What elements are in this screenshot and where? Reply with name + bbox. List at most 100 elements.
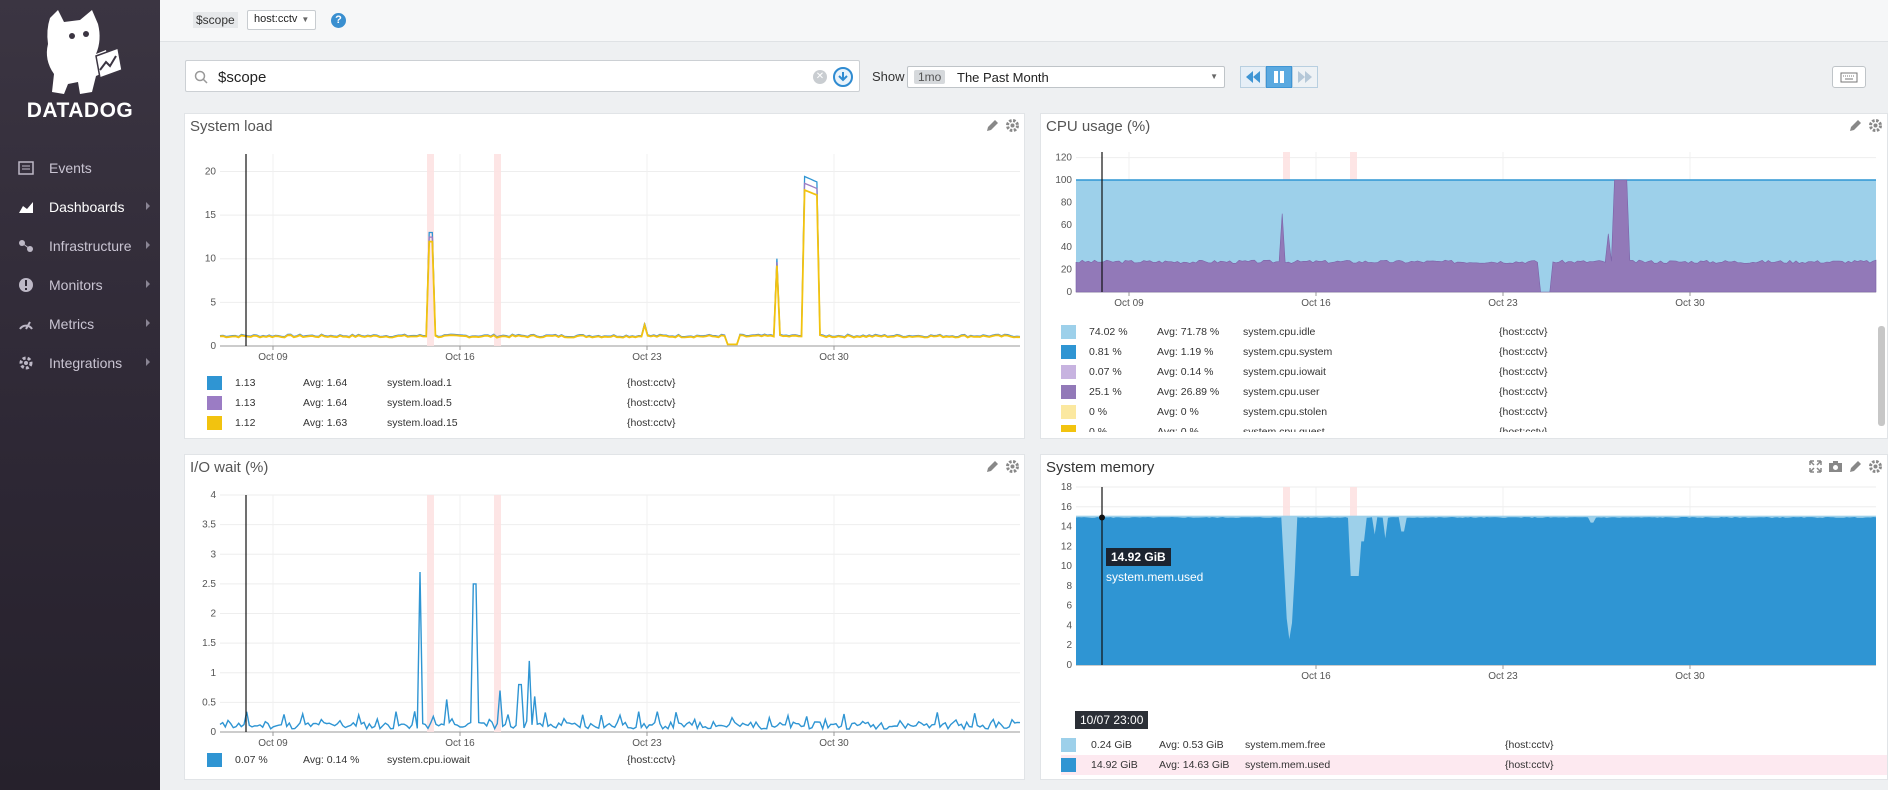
event-marker	[427, 154, 434, 346]
legend-swatch	[1061, 405, 1076, 419]
legend-avg: Avg: 1.63	[303, 417, 348, 429]
save-view-icon[interactable]	[833, 67, 853, 87]
gear-icon[interactable]	[1868, 459, 1883, 474]
sidebar-item-dashboards[interactable]: Dashboards	[0, 187, 160, 226]
y-tick-label: 0.5	[202, 697, 216, 708]
camera-icon[interactable]	[1828, 459, 1843, 474]
datadog-logo[interactable]: DATADOG	[0, 0, 160, 130]
legend-row[interactable]: 1.13 Avg: 1.64 system.load.1 {host:cctv}	[207, 373, 1007, 393]
gear-icon[interactable]	[1868, 118, 1883, 133]
legend-value: 0 %	[1089, 406, 1108, 418]
sidebar-item-events[interactable]: Events	[0, 148, 160, 187]
forward-button[interactable]	[1292, 66, 1318, 88]
x-tick-label: Oct 30	[819, 738, 849, 749]
legend-row[interactable]: 1.13 Avg: 1.64 system.load.5 {host:cctv}	[207, 393, 1007, 413]
x-tick-label: Oct 23	[1488, 298, 1518, 309]
system-memory-legend: 0.24 GiB Avg: 0.53 GiB system.mem.free {hos…	[1061, 735, 1887, 775]
y-tick-label: 4	[210, 490, 216, 501]
pause-button[interactable]	[1266, 66, 1292, 88]
legend-value: 0.07 %	[235, 754, 268, 766]
sidebar-item-monitors[interactable]: Monitors	[0, 265, 160, 304]
y-tick-label: 1.5	[202, 638, 216, 649]
series-line-system-load-5	[219, 182, 1021, 345]
expand-icon[interactable]	[1808, 459, 1823, 474]
legend-metric: system.mem.free	[1245, 739, 1326, 751]
io-wait-legend: 0.07 % Avg: 0.14 % system.cpu.iowait {host:…	[207, 750, 1007, 770]
y-tick-label: 18	[1061, 482, 1073, 493]
monitors-icon	[18, 277, 34, 293]
sidebar-item-metrics[interactable]: Metrics	[0, 304, 160, 343]
sidebar-item-label: Infrastructure	[49, 237, 132, 254]
legend-metric: system.cpu.system	[1243, 346, 1333, 358]
x-tick-label: Oct 16	[1301, 298, 1331, 309]
keyboard-shortcuts-button[interactable]	[1832, 66, 1866, 88]
legend-row[interactable]: 14.92 GiB Avg: 14.63 GiB system.mem.used {h…	[1061, 755, 1887, 775]
help-icon[interactable]: ?	[331, 13, 346, 28]
legend-row[interactable]: 0.24 GiB Avg: 0.53 GiB system.mem.free {hos…	[1061, 735, 1887, 755]
system-load-chart[interactable]: 20 15 10 5 0 Oct 09 Oct 16 Oct 23 Oct 30	[185, 144, 1024, 369]
legend-row[interactable]: 0 % Avg: 0 % system.cpu.guest {host:cctv}	[1061, 422, 1851, 432]
sidebar-nav: Events Dashboards Infrastructure Monitor…	[0, 148, 160, 382]
y-tick-label: 20	[205, 166, 217, 177]
legend-avg: Avg: 14.63 GiB	[1159, 759, 1230, 771]
sidebar-item-infrastructure[interactable]: Infrastructure	[0, 226, 160, 265]
chevron-right-icon	[146, 358, 150, 366]
legend-scrollbar[interactable]	[1878, 326, 1885, 426]
template-variable-bar: $scope host:cctv ▼ ?	[160, 0, 1888, 42]
time-range-badge: 1mo	[914, 70, 946, 84]
scope-variable-select[interactable]: host:cctv ▼	[247, 10, 317, 30]
legend-row[interactable]: 1.12 Avg: 1.63 system.load.15 {host:cctv}	[207, 413, 1007, 433]
legend-scope: {host:cctv}	[1499, 346, 1548, 358]
main-area: $scope host:cctv ▼ ? $scope ✕ Show 1mo Th…	[160, 0, 1888, 790]
legend-row[interactable]: 0 % Avg: 0 % system.cpu.stolen {host:cctv}	[1061, 402, 1851, 422]
legend-row[interactable]: 0.07 % Avg: 0.14 % system.cpu.iowait {host:…	[1061, 362, 1851, 382]
legend-scope: {host:cctv}	[627, 417, 676, 429]
panel-title: I/O wait (%)	[190, 459, 269, 476]
legend-metric: system.cpu.guest	[1243, 426, 1325, 432]
time-range-select[interactable]: 1mo The Past Month ▼	[907, 66, 1225, 88]
edit-icon[interactable]	[1848, 118, 1863, 133]
series-line-system-load-1	[219, 175, 1021, 345]
panel-title: System load	[190, 118, 273, 135]
legend-row[interactable]: 0.81 % Avg: 1.19 % system.cpu.system {host:…	[1061, 342, 1851, 362]
y-tick-label: 3	[210, 549, 216, 560]
legend-value: 1.13	[235, 397, 256, 409]
legend-swatch	[1061, 365, 1076, 379]
io-wait-chart[interactable]: 4 3.5 3 2.5 2 1.5 1 0.5 0 Oct 09 Oct 16 Oct 23 Oct 3…	[185, 483, 1024, 751]
system-memory-chart[interactable]: 18 16 14 12 10 8 6 4 2 0 Oct 16 Oct 23 Oct 30	[1041, 477, 1887, 682]
rewind-button[interactable]	[1240, 66, 1266, 88]
legend-row[interactable]: 0.07 % Avg: 0.14 % system.cpu.iowait {host:…	[207, 750, 1007, 770]
y-tick-label: 0	[210, 727, 216, 738]
y-tick-label: 1	[210, 668, 216, 679]
y-tick-label: 120	[1055, 153, 1072, 164]
gear-icon[interactable]	[1005, 459, 1020, 474]
y-tick-label: 10	[1061, 561, 1073, 572]
x-tick-label: Oct 09	[258, 738, 288, 749]
y-tick-label: 8	[1066, 581, 1072, 592]
x-tick-label: Oct 23	[632, 352, 662, 363]
search-input[interactable]: $scope ✕	[185, 60, 860, 92]
edit-icon[interactable]	[985, 118, 1000, 133]
x-tick-label: Oct 16	[445, 352, 475, 363]
legend-swatch	[1061, 385, 1076, 399]
x-tick-label: Oct 23	[632, 738, 662, 749]
legend-scope: {host:cctv}	[1499, 426, 1548, 432]
metrics-icon	[18, 316, 34, 332]
legend-metric: system.load.15	[387, 417, 458, 429]
legend-metric: system.cpu.iowait	[387, 754, 470, 766]
legend-row[interactable]: 25.1 % Avg: 26.89 % system.cpu.user {host:c…	[1061, 382, 1851, 402]
gear-icon[interactable]	[1005, 118, 1020, 133]
legend-swatch	[1061, 345, 1076, 359]
legend-metric: system.cpu.stolen	[1243, 406, 1328, 418]
y-tick-label: 16	[1061, 502, 1073, 513]
legend-swatch	[1061, 738, 1076, 752]
legend-value: 14.92 GiB	[1091, 759, 1138, 771]
legend-metric: system.load.5	[387, 397, 452, 409]
cpu-usage-chart[interactable]: 120 100 80 60 40 20 0 Oct 09 Oct 16 Oct 23 Oct 30	[1041, 144, 1887, 344]
edit-icon[interactable]	[1848, 459, 1863, 474]
chevron-right-icon	[146, 202, 150, 210]
legend-row[interactable]: 74.02 % Avg: 71.78 % system.cpu.idle {host:…	[1061, 322, 1851, 342]
edit-icon[interactable]	[985, 459, 1000, 474]
sidebar-item-integrations[interactable]: Integrations	[0, 343, 160, 382]
clear-icon[interactable]: ✕	[813, 70, 827, 84]
